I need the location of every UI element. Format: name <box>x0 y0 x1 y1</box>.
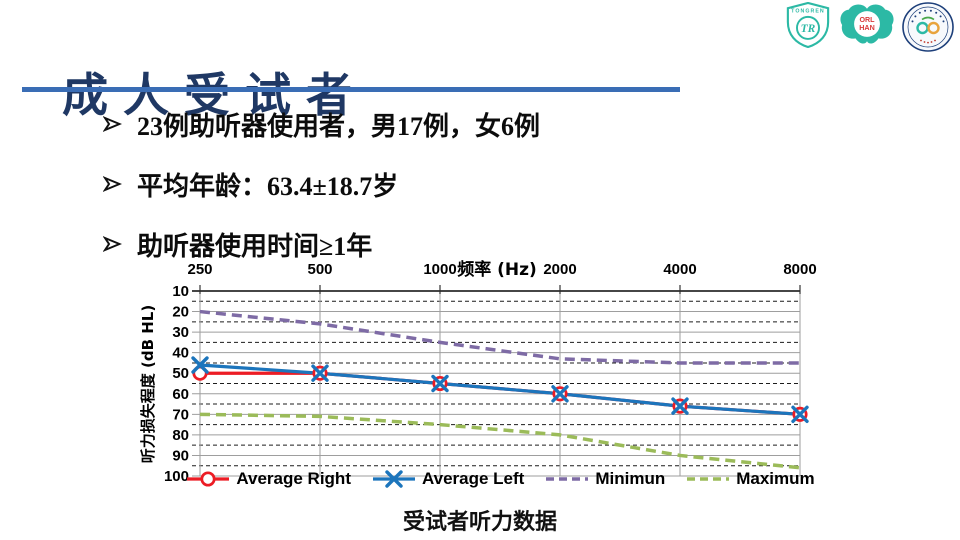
y-tick-label: 30 <box>172 324 189 341</box>
audiogram-chart: 250 500 1000 2000 4000 8000 10 20 30 40 50 60 70 80 9… <box>140 254 820 504</box>
bullet-text: 平均年龄：63.4±18.7岁 <box>137 171 399 201</box>
chart-grid <box>192 285 801 477</box>
marker-average-left <box>385 470 403 488</box>
legend-sample-icon <box>546 477 589 481</box>
legend-item-maximum: Maximum <box>685 469 815 489</box>
title-underline <box>22 87 680 92</box>
y-tick-label: 60 <box>172 386 189 403</box>
chart-series <box>191 309 809 470</box>
legend-label: Maximum <box>736 469 815 488</box>
y-tick-label: 70 <box>172 406 189 423</box>
y-tick-label: 50 <box>172 365 189 382</box>
x-tick-label: 500 <box>307 261 332 278</box>
marker-average-left <box>191 356 209 374</box>
bullet-text: 助听器使用时间≥1年 <box>137 231 373 261</box>
bullet-text: 23例助听器使用者，男17例，女6例 <box>137 111 541 141</box>
bullet-item-3: 助听器使用时间≥1年 <box>103 227 540 261</box>
y-tick-label: 20 <box>172 304 189 321</box>
legend-label: Average Left <box>421 469 525 488</box>
x-tick-label: 1000 <box>423 261 456 278</box>
shield-logo-monogram: TR <box>801 23 816 35</box>
arrow-bullet-icon <box>103 176 122 192</box>
y-tick-label: 40 <box>172 345 189 362</box>
legend-item-minimun: Minimun <box>544 469 665 489</box>
marker-average-right <box>200 471 216 487</box>
y-axis-title: 听力损失程度 (dB HL) <box>140 305 157 463</box>
series-line-minimun <box>199 309 800 365</box>
y-tick-label: 80 <box>172 427 189 444</box>
marker-average-left <box>551 385 569 403</box>
tongren-shield-logo: TONGREN TR <box>786 2 830 48</box>
page-title: 成人受试者 <box>62 67 367 122</box>
heart-logo-line1: ORL <box>859 16 875 24</box>
x-tick-label: 4000 <box>663 261 696 278</box>
legend-item-average-left: Average Left <box>371 469 524 489</box>
x-tick-label: 250 <box>187 261 212 278</box>
marker-average-left <box>791 405 809 424</box>
legend-sample-icon <box>372 470 415 488</box>
x-axis-ticks: 250 500 1000 2000 4000 8000 <box>187 261 816 278</box>
series-line-maximum <box>199 412 801 470</box>
legend-label: Average Right <box>236 469 351 488</box>
heart-logo-line2: HAN <box>859 24 875 32</box>
chart-legend: Average Right Average Left Minimun Maximum <box>187 469 815 489</box>
bullet-item-1: 23例助听器使用者，男17例，女6例 <box>103 107 540 141</box>
bullet-list: 23例助听器使用者，男17例，女6例 平均年龄：63.4±18.7岁 助听器使用… <box>103 107 540 287</box>
chart-canvas: 250 500 1000 2000 4000 8000 10 20 30 40 50 60 70 80 9… <box>140 259 817 485</box>
logo-group: TONGREN TR ORL HAN <box>784 2 954 52</box>
x-tick-label: 8000 <box>783 261 816 278</box>
legend-sample-icon <box>187 471 230 487</box>
marker-average-left <box>671 397 689 415</box>
legend-item-average-right: Average Right <box>185 469 351 489</box>
series-line-average-left <box>199 363 801 416</box>
chart-caption: 受试者听力数据 <box>402 510 557 535</box>
bullet-item-2: 平均年龄：63.4±18.7岁 <box>103 167 540 201</box>
legend-sample-icon <box>687 477 730 481</box>
arrow-bullet-icon <box>103 116 122 132</box>
x-axis-title: 频率 (Hz) <box>457 259 537 280</box>
x-tick-label: 2000 <box>543 261 576 278</box>
y-tick-label: 100 <box>164 468 189 485</box>
y-tick-label: 90 <box>172 447 189 464</box>
anniversary-seal-logo <box>902 2 954 52</box>
marker-average-left <box>431 374 449 393</box>
legend-label: Minimun <box>595 469 666 488</box>
shield-logo-text: TONGREN <box>791 9 825 15</box>
y-axis-ticks: 10 20 30 40 50 60 70 80 90 100 <box>164 283 189 485</box>
y-tick-label: 10 <box>172 283 189 300</box>
orl-han-heart-logo: ORL HAN <box>840 4 894 44</box>
arrow-bullet-icon <box>103 236 122 252</box>
marker-average-left <box>311 364 329 382</box>
